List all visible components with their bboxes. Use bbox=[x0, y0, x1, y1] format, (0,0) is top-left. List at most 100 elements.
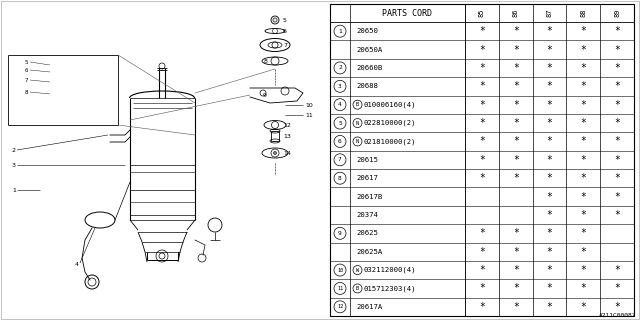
Text: 12: 12 bbox=[337, 304, 343, 309]
Text: *: * bbox=[580, 100, 586, 110]
Text: W: W bbox=[356, 268, 359, 273]
Text: *: * bbox=[479, 81, 485, 91]
Text: *: * bbox=[479, 247, 485, 257]
Text: *: * bbox=[580, 265, 586, 275]
Circle shape bbox=[271, 16, 279, 24]
Text: *: * bbox=[547, 81, 552, 91]
Text: *: * bbox=[614, 63, 620, 73]
Text: 9: 9 bbox=[263, 92, 267, 98]
Text: B: B bbox=[356, 102, 359, 107]
Text: *: * bbox=[479, 44, 485, 55]
Text: 4: 4 bbox=[75, 262, 79, 268]
Text: *: * bbox=[547, 100, 552, 110]
Text: *: * bbox=[547, 192, 552, 202]
Text: 20615: 20615 bbox=[356, 157, 378, 163]
Text: 20374: 20374 bbox=[356, 212, 378, 218]
Text: *: * bbox=[547, 302, 552, 312]
Text: 1: 1 bbox=[12, 188, 16, 193]
Text: PARTS CORD: PARTS CORD bbox=[383, 9, 433, 18]
Text: 85: 85 bbox=[479, 9, 485, 17]
Text: *: * bbox=[547, 26, 552, 36]
Text: 20688: 20688 bbox=[356, 83, 378, 89]
Text: *: * bbox=[479, 302, 485, 312]
Text: 3: 3 bbox=[338, 84, 342, 89]
Text: 20617: 20617 bbox=[356, 175, 378, 181]
Text: 2: 2 bbox=[12, 148, 16, 153]
Text: *: * bbox=[513, 228, 518, 238]
Text: *: * bbox=[547, 118, 552, 128]
Text: *: * bbox=[580, 284, 586, 293]
Text: *: * bbox=[479, 173, 485, 183]
Text: 14: 14 bbox=[283, 150, 291, 156]
Text: 015712303(4): 015712303(4) bbox=[363, 285, 415, 292]
Text: *: * bbox=[547, 210, 552, 220]
Text: *: * bbox=[479, 228, 485, 238]
Text: *: * bbox=[513, 100, 518, 110]
Text: *: * bbox=[513, 26, 518, 36]
Text: *: * bbox=[547, 173, 552, 183]
Text: *: * bbox=[580, 26, 586, 36]
Text: *: * bbox=[614, 284, 620, 293]
Text: *: * bbox=[614, 210, 620, 220]
Text: 9: 9 bbox=[338, 231, 342, 236]
Text: *: * bbox=[479, 118, 485, 128]
Text: *: * bbox=[580, 118, 586, 128]
Text: 5: 5 bbox=[338, 121, 342, 125]
Text: 8: 8 bbox=[338, 176, 342, 181]
Text: N: N bbox=[356, 139, 359, 144]
Text: 20625A: 20625A bbox=[356, 249, 382, 255]
Text: *: * bbox=[547, 247, 552, 257]
Text: 11: 11 bbox=[305, 113, 313, 117]
Text: B: B bbox=[356, 286, 359, 291]
Text: 6: 6 bbox=[283, 28, 287, 34]
Text: 20650: 20650 bbox=[356, 28, 378, 34]
Text: 20660B: 20660B bbox=[356, 65, 382, 71]
Text: 7: 7 bbox=[283, 43, 287, 47]
Text: 12: 12 bbox=[283, 123, 291, 127]
Text: 13: 13 bbox=[283, 133, 291, 139]
Text: *: * bbox=[513, 302, 518, 312]
Text: *: * bbox=[614, 118, 620, 128]
Text: 88: 88 bbox=[580, 9, 586, 17]
Text: 3: 3 bbox=[12, 163, 16, 167]
Text: 021810000(2): 021810000(2) bbox=[363, 138, 415, 145]
Text: *: * bbox=[513, 136, 518, 147]
Text: *: * bbox=[547, 284, 552, 293]
Text: *: * bbox=[547, 155, 552, 165]
Text: *: * bbox=[513, 284, 518, 293]
Text: *: * bbox=[513, 81, 518, 91]
Text: *: * bbox=[513, 118, 518, 128]
Text: *: * bbox=[580, 136, 586, 147]
Bar bbox=[330, 4, 634, 316]
Text: *: * bbox=[580, 247, 586, 257]
Text: *: * bbox=[513, 44, 518, 55]
Text: *: * bbox=[580, 155, 586, 165]
Text: *: * bbox=[479, 284, 485, 293]
Text: 1: 1 bbox=[338, 29, 342, 34]
Text: *: * bbox=[547, 228, 552, 238]
Text: *: * bbox=[614, 155, 620, 165]
Text: 7: 7 bbox=[338, 157, 342, 162]
Text: 86: 86 bbox=[513, 9, 518, 17]
Text: *: * bbox=[479, 155, 485, 165]
Text: *: * bbox=[547, 265, 552, 275]
Circle shape bbox=[273, 151, 276, 155]
Text: N: N bbox=[356, 121, 359, 125]
Text: 20650A: 20650A bbox=[356, 47, 382, 52]
Text: *: * bbox=[479, 100, 485, 110]
Text: 8: 8 bbox=[263, 59, 267, 63]
Bar bbox=[271, 131, 279, 141]
Text: 6: 6 bbox=[338, 139, 342, 144]
Text: *: * bbox=[614, 26, 620, 36]
Text: *: * bbox=[614, 173, 620, 183]
Text: *: * bbox=[513, 173, 518, 183]
Text: *: * bbox=[513, 247, 518, 257]
Text: *: * bbox=[479, 136, 485, 147]
Text: *: * bbox=[580, 228, 586, 238]
Text: A211C00087: A211C00087 bbox=[598, 313, 636, 318]
Text: 87: 87 bbox=[547, 9, 552, 17]
Text: *: * bbox=[580, 173, 586, 183]
Text: *: * bbox=[547, 136, 552, 147]
Text: *: * bbox=[479, 26, 485, 36]
Text: 20625: 20625 bbox=[356, 230, 378, 236]
